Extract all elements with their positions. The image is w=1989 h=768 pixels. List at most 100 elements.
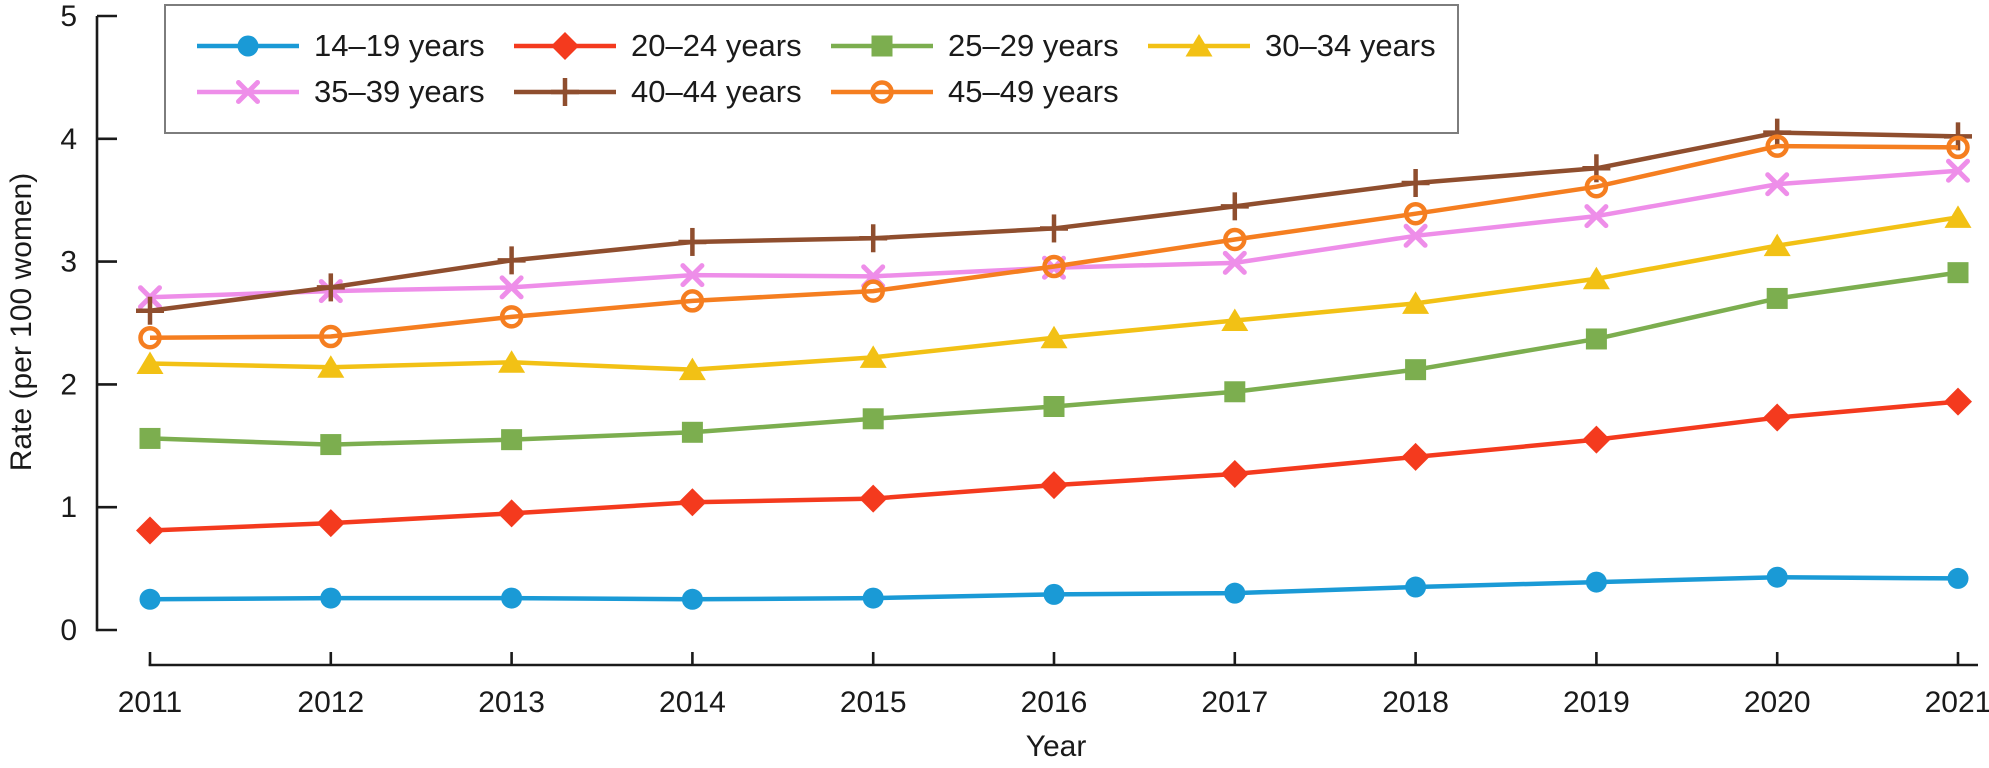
marker-triangle — [498, 350, 526, 373]
marker-circle — [1405, 576, 1427, 598]
series-14-19-years — [139, 566, 1969, 610]
x-tick-label: 2018 — [1382, 686, 1449, 719]
marker-diamond — [551, 32, 579, 60]
marker-circle_open — [1765, 134, 1789, 158]
legend-label: 30–34 years — [1265, 28, 1436, 63]
marker-triangle — [1402, 291, 1430, 314]
marker-circle — [501, 587, 523, 609]
marker-x — [499, 275, 524, 300]
marker-triangle — [678, 357, 706, 381]
y-tick-label: 0 — [60, 614, 77, 647]
legend-item-14-19-years: 14–19 years — [166, 28, 485, 64]
marker-diamond — [1944, 387, 1972, 416]
marker-circle — [1947, 567, 1969, 589]
marker-triangle — [1763, 233, 1791, 257]
x-tick-label: 2020 — [1744, 686, 1811, 719]
marker-circle_open — [1403, 201, 1428, 226]
marker-x — [1765, 172, 1790, 197]
x-tick-label: 2019 — [1563, 686, 1630, 719]
marker-diamond — [859, 484, 888, 513]
legend-row: 35–39 years 40–44 years 45–49 years — [166, 69, 1457, 115]
marker-triangle — [1040, 325, 1068, 349]
marker-square — [1405, 359, 1427, 381]
x-tick-label: 2012 — [297, 686, 364, 719]
legend-label: 40–44 years — [631, 74, 802, 109]
marker-circle_open — [1946, 135, 1970, 160]
marker-circle_open — [499, 305, 524, 329]
marker-triangle — [1185, 34, 1213, 57]
legend-sample-triangle-icon — [1148, 34, 1250, 57]
legend-sample-plus-icon — [514, 78, 616, 106]
marker-square — [1043, 396, 1065, 418]
marker-x — [1403, 223, 1428, 248]
marker-circle_open — [870, 80, 894, 104]
x-tick-label: 2015 — [840, 686, 907, 719]
marker-circle_open — [138, 325, 162, 350]
marker-circle — [862, 587, 884, 609]
marker-circle_open — [1223, 227, 1247, 252]
marker-circle — [320, 587, 342, 609]
legend-label: 25–29 years — [948, 28, 1119, 63]
series-30-34-years — [136, 205, 1972, 381]
x-tick-label: 2011 — [118, 686, 183, 719]
marker-square — [320, 434, 342, 456]
marker-triangle — [136, 351, 164, 375]
marker-x — [1584, 204, 1609, 229]
marker-circle_open — [861, 279, 885, 303]
legend-sample-circle_open-icon — [831, 80, 933, 104]
legend-item-40-44-years: 40–44 years — [483, 74, 802, 110]
marker-diamond — [1220, 460, 1249, 489]
legend-item-45-49-years: 45–49 years — [800, 74, 1119, 110]
marker-x — [680, 263, 705, 288]
series-line-45-49-years — [149, 143, 1959, 340]
marker-triangle — [317, 355, 345, 378]
legend-sample-circle-icon — [197, 35, 299, 57]
y-tick-label: 5 — [60, 0, 77, 33]
y-tick-label: 2 — [60, 368, 77, 401]
marker-diamond — [1401, 442, 1430, 471]
marker-circle — [1585, 571, 1607, 593]
marker-circle — [1043, 583, 1065, 605]
marker-circle — [1224, 582, 1246, 604]
series-line-20-24-years — [149, 399, 1959, 533]
marker-x — [1946, 158, 1970, 183]
marker-triangle — [859, 345, 887, 368]
legend-item-25-29-years: 25–29 years — [800, 28, 1119, 64]
x-axis-title: Year — [1025, 730, 1087, 763]
marker-triangle — [1944, 205, 1972, 228]
marker-circle — [237, 35, 259, 57]
marker-diamond — [1763, 403, 1792, 432]
marker-triangle — [1221, 308, 1249, 332]
x-tick-label: 2017 — [1201, 686, 1268, 719]
marker-circle_open — [319, 324, 343, 349]
series-line-25-29-years — [149, 270, 1959, 447]
marker-x — [236, 80, 260, 104]
marker-diamond — [497, 499, 526, 528]
series-40-44-years — [136, 118, 1972, 325]
marker-circle_open — [1042, 254, 1066, 279]
marker-diamond — [1582, 425, 1611, 454]
series-25-29-years — [139, 262, 1969, 456]
marker-square — [862, 408, 884, 430]
series-45-49-years — [138, 134, 1970, 350]
legend-label: 20–24 years — [631, 28, 802, 63]
y-tick-label: 3 — [60, 246, 77, 279]
marker-square — [681, 421, 703, 443]
marker-diamond — [316, 509, 345, 538]
x-tick-label: 2021 — [1925, 686, 1989, 719]
marker-square — [1947, 262, 1969, 284]
marker-square — [1585, 328, 1607, 350]
legend-item-35-39-years: 35–39 years — [166, 74, 485, 110]
legend-label: 35–39 years — [314, 74, 485, 109]
marker-diamond — [136, 516, 164, 545]
marker-circle — [1766, 566, 1788, 588]
marker-square — [139, 427, 161, 449]
legend-label: 14–19 years — [314, 28, 485, 63]
y-tick-label: 1 — [60, 491, 77, 524]
marker-circle — [681, 588, 703, 610]
legend-item-30-34-years: 30–34 years — [1117, 28, 1436, 64]
x-tick-label: 2013 — [478, 686, 545, 719]
x-tick-label: 2016 — [1021, 686, 1088, 719]
